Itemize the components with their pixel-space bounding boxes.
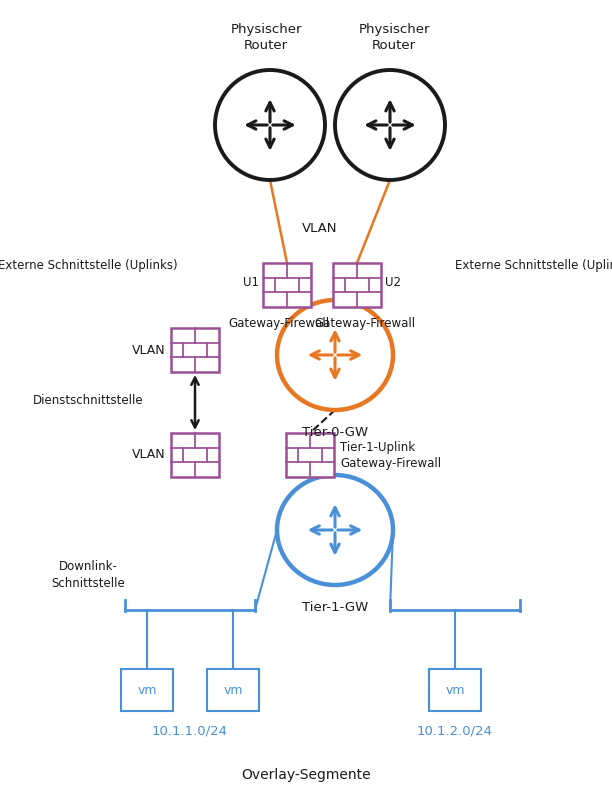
- Circle shape: [335, 70, 445, 180]
- Text: Gateway-Firewall: Gateway-Firewall: [228, 317, 330, 330]
- Text: vm: vm: [223, 683, 243, 696]
- Text: 10.1.1.0/24: 10.1.1.0/24: [152, 725, 228, 738]
- Text: VLAN: VLAN: [132, 448, 166, 462]
- Bar: [286, 433, 334, 477]
- Text: Overlay-Segmente: Overlay-Segmente: [241, 768, 371, 782]
- Circle shape: [215, 70, 325, 180]
- Text: VLAN: VLAN: [132, 344, 166, 356]
- Text: Dienstschnittstelle: Dienstschnittstelle: [32, 394, 143, 406]
- Bar: [121, 669, 173, 711]
- Ellipse shape: [277, 475, 393, 585]
- Bar: [171, 328, 219, 372]
- Text: Gateway-Firewall: Gateway-Firewall: [315, 317, 416, 330]
- Bar: [171, 433, 219, 477]
- Text: Physischer
Router: Physischer Router: [358, 23, 430, 52]
- Text: Tier-1-Uplink
Gateway-Firewall: Tier-1-Uplink Gateway-Firewall: [340, 440, 441, 470]
- Bar: [207, 669, 259, 711]
- Ellipse shape: [277, 300, 393, 410]
- Text: vm: vm: [137, 683, 157, 696]
- Text: Externe Schnittstelle (Uplinks): Externe Schnittstelle (Uplinks): [455, 258, 612, 272]
- Bar: [263, 263, 311, 307]
- Text: 10.1.2.0/24: 10.1.2.0/24: [417, 725, 493, 738]
- Bar: [333, 263, 381, 307]
- Text: vm: vm: [446, 683, 465, 696]
- Text: U2: U2: [385, 276, 401, 290]
- Text: U1: U1: [243, 276, 259, 290]
- Bar: [429, 669, 481, 711]
- Text: Externe Schnittstelle (Uplinks): Externe Schnittstelle (Uplinks): [0, 258, 178, 272]
- Text: Tier-1-GW: Tier-1-GW: [302, 601, 368, 614]
- Text: VLAN: VLAN: [302, 222, 338, 234]
- Text: Downlink-
Schnittstelle: Downlink- Schnittstelle: [51, 560, 125, 590]
- Text: Tier-0-GW: Tier-0-GW: [302, 426, 368, 439]
- Text: Physischer
Router: Physischer Router: [230, 23, 302, 52]
